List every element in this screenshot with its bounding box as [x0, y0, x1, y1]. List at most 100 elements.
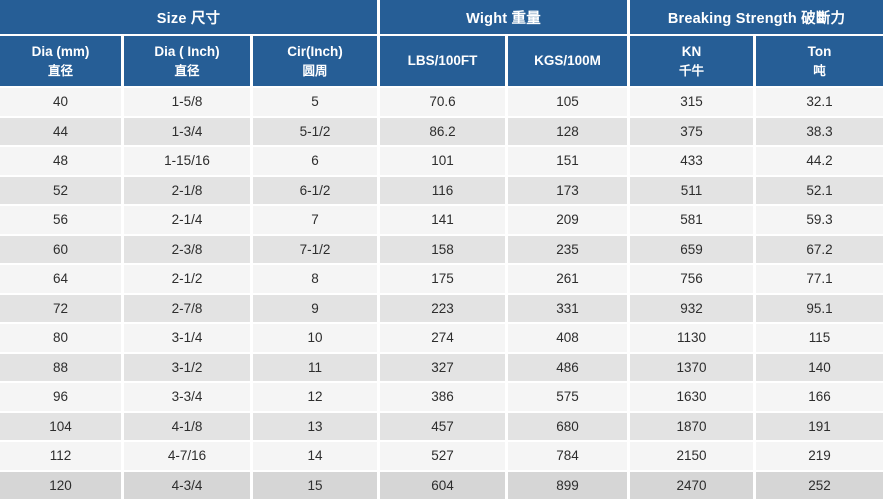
table-cell: 40 [0, 88, 124, 118]
table-cell: 932 [630, 294, 757, 324]
table-cell: 331 [508, 294, 631, 324]
table-cell: 386 [380, 383, 509, 413]
table-cell: 77.1 [756, 265, 883, 295]
header-col-cir-inch-cn: 圆周 [302, 63, 328, 78]
header-col-dia-mm-cn: 直径 [47, 63, 73, 78]
table-cell: 527 [380, 442, 509, 472]
table-cell: 756 [630, 265, 757, 295]
table-cell: 105 [508, 88, 631, 118]
table-cell: 38.3 [756, 117, 883, 147]
table-cell: 67.2 [756, 235, 883, 265]
table-cell: 2470 [630, 471, 757, 501]
header-col-dia-inch-label: Dia ( Inch) [154, 44, 220, 60]
table-cell: 575 [508, 383, 631, 413]
table-cell: 64 [0, 265, 124, 295]
table-cell: 659 [630, 235, 757, 265]
table-row: 56 2-1/4 7 141 209 581 59.3 [0, 206, 883, 236]
table-cell: 1-3/4 [124, 117, 253, 147]
table-cell: 1-5/8 [124, 88, 253, 118]
table-cell: 15 [253, 471, 381, 501]
table-cell: 59.3 [756, 206, 883, 236]
table-cell: 1370 [630, 353, 757, 383]
table-row: 112 4-7/16 14 527 784 2150 219 [0, 442, 883, 472]
table-cell: 209 [508, 206, 631, 236]
table-cell: 10 [253, 324, 381, 354]
header-col-cir-inch: Cir(Inch) 圆周 [253, 36, 381, 88]
header-col-ton-label: Ton [807, 44, 832, 60]
table-cell: 252 [756, 471, 883, 501]
table-cell: 680 [508, 412, 631, 442]
table-row: 52 2-1/8 6-1/2 116 173 511 52.1 [0, 176, 883, 206]
table-header: Size 尺寸 Wight 重量 Breaking Strength 破斷力 D… [0, 0, 883, 88]
table-cell: 52 [0, 176, 124, 206]
table-cell: 784 [508, 442, 631, 472]
table-row: 40 1-5/8 5 70.6 105 315 32.1 [0, 88, 883, 118]
table-row: 96 3-3/4 12 386 575 1630 166 [0, 383, 883, 413]
header-col-lbs: LBS/100FT [380, 36, 509, 88]
table-cell: 48 [0, 147, 124, 177]
table-cell: 173 [508, 176, 631, 206]
table-cell: 5-1/2 [253, 117, 381, 147]
table-cell: 12 [253, 383, 381, 413]
header-col-ton: Ton 吨 [756, 36, 883, 88]
table-cell: 141 [380, 206, 509, 236]
table-cell: 56 [0, 206, 124, 236]
header-group-weight: Wight 重量 [380, 0, 631, 36]
table-cell: 95.1 [756, 294, 883, 324]
table-cell: 6 [253, 147, 381, 177]
table-cell: 7 [253, 206, 381, 236]
table-cell: 2-1/4 [124, 206, 253, 236]
table-cell: 104 [0, 412, 124, 442]
table-cell: 11 [253, 353, 381, 383]
table-cell: 70.6 [380, 88, 509, 118]
table-cell: 327 [380, 353, 509, 383]
table-cell: 88 [0, 353, 124, 383]
table-row: 64 2-1/2 8 175 261 756 77.1 [0, 265, 883, 295]
table-cell: 60 [0, 235, 124, 265]
table-row: 44 1-3/4 5-1/2 86.2 128 375 38.3 [0, 117, 883, 147]
table-row: 48 1-15/16 6 101 151 433 44.2 [0, 147, 883, 177]
table-cell: 112 [0, 442, 124, 472]
table-cell: 223 [380, 294, 509, 324]
table-cell: 44 [0, 117, 124, 147]
table-cell: 80 [0, 324, 124, 354]
table-cell: 52.1 [756, 176, 883, 206]
table-cell: 1870 [630, 412, 757, 442]
table-cell: 2150 [630, 442, 757, 472]
table-cell: 14 [253, 442, 381, 472]
table-cell: 86.2 [380, 117, 509, 147]
table-cell: 2-1/2 [124, 265, 253, 295]
table-cell: 128 [508, 117, 631, 147]
table-cell: 4-7/16 [124, 442, 253, 472]
table-cell: 1630 [630, 383, 757, 413]
table-row: 80 3-1/4 10 274 408 1130 115 [0, 324, 883, 354]
table-cell: 6-1/2 [253, 176, 381, 206]
table-cell: 5 [253, 88, 381, 118]
table-cell: 191 [756, 412, 883, 442]
table-cell: 261 [508, 265, 631, 295]
header-col-kgs: KGS/100M [508, 36, 631, 88]
table-cell: 604 [380, 471, 509, 501]
table-cell: 4-1/8 [124, 412, 253, 442]
table-cell: 457 [380, 412, 509, 442]
table-cell: 8 [253, 265, 381, 295]
table-cell: 7-1/2 [253, 235, 381, 265]
table-cell: 408 [508, 324, 631, 354]
header-col-dia-inch-cn: 直径 [174, 63, 200, 78]
table-cell: 274 [380, 324, 509, 354]
header-col-dia-mm: Dia (mm) 直径 [0, 36, 124, 88]
table-body: 40 1-5/8 5 70.6 105 315 32.1 44 1-3/4 5-1/2 86.2 12… [0, 88, 883, 501]
table-cell: 166 [756, 383, 883, 413]
table-cell: 158 [380, 235, 509, 265]
table-cell: 3-3/4 [124, 383, 253, 413]
table-cell: 581 [630, 206, 757, 236]
table-row: 72 2-7/8 9 223 331 932 95.1 [0, 294, 883, 324]
header-col-dia-inch: Dia ( Inch) 直径 [124, 36, 253, 88]
table-cell: 3-1/4 [124, 324, 253, 354]
table-cell: 140 [756, 353, 883, 383]
table-cell: 2-1/8 [124, 176, 253, 206]
table-cell: 486 [508, 353, 631, 383]
table-cell: 120 [0, 471, 124, 501]
table-cell: 1-15/16 [124, 147, 253, 177]
